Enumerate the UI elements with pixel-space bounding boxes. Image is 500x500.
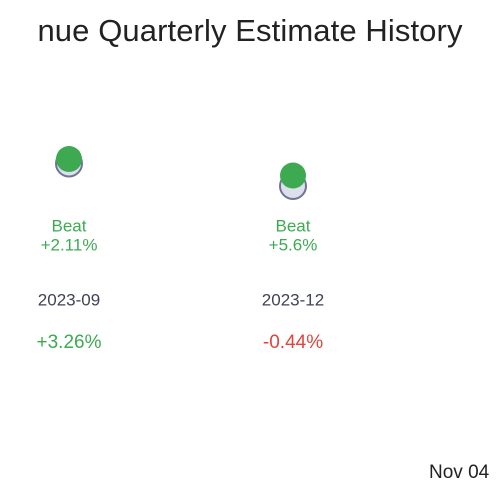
period-label: 2023-09: [38, 290, 100, 309]
status-label: Beat: [52, 216, 87, 235]
date-stamp: Nov 04: [429, 462, 490, 483]
surprise-label: +2.11%: [41, 235, 98, 254]
chart-title: nue Quarterly Estimate History: [37, 13, 463, 48]
actual-point: [56, 146, 82, 172]
period-label: 2023-12: [262, 290, 324, 309]
change-label: -0.44%: [263, 332, 323, 353]
change-label: +3.26%: [37, 332, 102, 353]
status-label: Beat: [276, 216, 311, 235]
surprise-label: +5.6%: [269, 235, 318, 254]
actual-point: [280, 162, 306, 189]
